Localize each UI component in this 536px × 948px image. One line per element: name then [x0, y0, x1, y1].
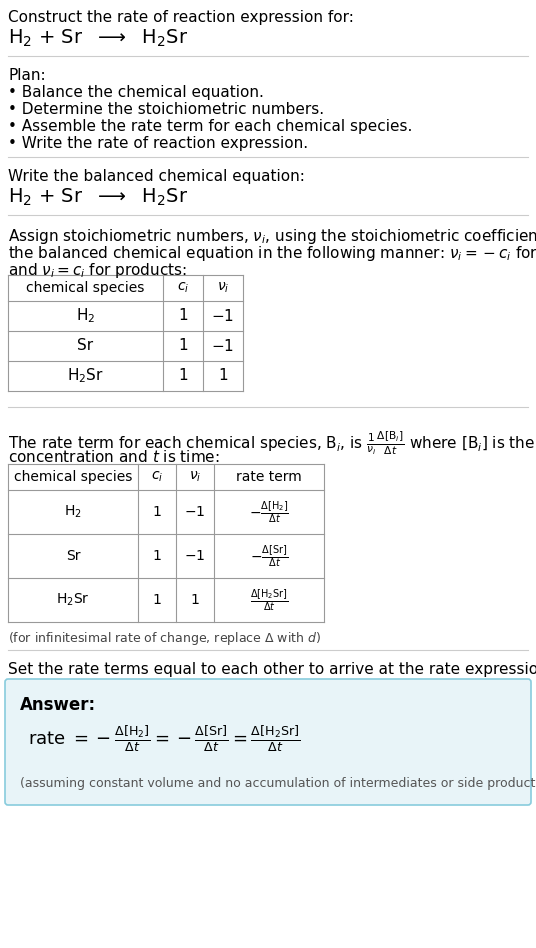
- Text: 1: 1: [218, 369, 228, 384]
- Text: 1: 1: [178, 369, 188, 384]
- Text: 1: 1: [153, 505, 161, 519]
- Text: concentration and $t$ is time:: concentration and $t$ is time:: [8, 449, 220, 465]
- Text: 1: 1: [178, 308, 188, 323]
- Text: 1: 1: [153, 549, 161, 563]
- Text: The rate term for each chemical species, B$_i$, is $\frac{1}{\nu_i}\frac{\Delta[: The rate term for each chemical species,…: [8, 429, 536, 457]
- Text: • Write the rate of reaction expression.: • Write the rate of reaction expression.: [8, 136, 308, 151]
- Text: $-\frac{\Delta[\mathrm{H_2}]}{\Delta t}$: $-\frac{\Delta[\mathrm{H_2}]}{\Delta t}$: [249, 500, 289, 525]
- Text: • Assemble the rate term for each chemical species.: • Assemble the rate term for each chemic…: [8, 119, 412, 134]
- Text: $\mathdefault{H_2}$Sr: $\mathdefault{H_2}$Sr: [56, 592, 90, 609]
- Text: $\mathdefault{H_2}$ + Sr  $\longrightarrow$  $\mathdefault{H_2}$Sr: $\mathdefault{H_2}$ + Sr $\longrightarro…: [8, 28, 188, 49]
- Text: the balanced chemical equation in the following manner: $\nu_i = -c_i$ for react: the balanced chemical equation in the fo…: [8, 244, 536, 263]
- Text: $-1$: $-1$: [184, 549, 206, 563]
- Text: $\nu_i$: $\nu_i$: [189, 470, 201, 484]
- Text: $-1$: $-1$: [212, 338, 235, 354]
- Text: • Determine the stoichiometric numbers.: • Determine the stoichiometric numbers.: [8, 102, 324, 117]
- Text: $-1$: $-1$: [184, 505, 206, 519]
- Text: $\mathdefault{H_2}$: $\mathdefault{H_2}$: [64, 503, 82, 520]
- Text: 1: 1: [178, 338, 188, 354]
- Text: $\frac{\Delta[\mathrm{H_2Sr}]}{\Delta t}$: $\frac{\Delta[\mathrm{H_2Sr}]}{\Delta t}…: [250, 587, 288, 612]
- Text: Sr: Sr: [66, 549, 80, 563]
- Text: $\mathdefault{H_2}$: $\mathdefault{H_2}$: [76, 306, 95, 325]
- Text: and $\nu_i = c_i$ for products:: and $\nu_i = c_i$ for products:: [8, 261, 187, 280]
- Text: (for infinitesimal rate of change, replace $\Delta$ with $d$): (for infinitesimal rate of change, repla…: [8, 630, 321, 647]
- Text: (assuming constant volume and no accumulation of intermediates or side products): (assuming constant volume and no accumul…: [20, 777, 536, 790]
- Text: Plan:: Plan:: [8, 68, 46, 83]
- Text: 1: 1: [153, 593, 161, 607]
- Text: $c_i$: $c_i$: [177, 281, 189, 295]
- Text: $-1$: $-1$: [212, 308, 235, 324]
- Text: • Balance the chemical equation.: • Balance the chemical equation.: [8, 85, 264, 100]
- Text: $-\frac{\Delta[\mathrm{Sr}]}{\Delta t}$: $-\frac{\Delta[\mathrm{Sr}]}{\Delta t}$: [250, 543, 288, 569]
- Text: Answer:: Answer:: [20, 696, 96, 714]
- Text: $c_i$: $c_i$: [151, 470, 163, 484]
- FancyBboxPatch shape: [5, 679, 531, 805]
- Text: $\nu_i$: $\nu_i$: [217, 281, 229, 295]
- Text: rate $= -\frac{\Delta[\mathrm{H_2}]}{\Delta t} = -\frac{\Delta[\mathrm{Sr}]}{\De: rate $= -\frac{\Delta[\mathrm{H_2}]}{\De…: [28, 724, 300, 755]
- Text: $\mathdefault{H_2}$ + Sr  $\longrightarrow$  $\mathdefault{H_2}$Sr: $\mathdefault{H_2}$ + Sr $\longrightarro…: [8, 187, 188, 209]
- Text: 1: 1: [191, 593, 199, 607]
- Text: chemical species: chemical species: [26, 281, 145, 295]
- Text: Write the balanced chemical equation:: Write the balanced chemical equation:: [8, 169, 305, 184]
- Text: Assign stoichiometric numbers, $\nu_i$, using the stoichiometric coefficients, $: Assign stoichiometric numbers, $\nu_i$, …: [8, 227, 536, 246]
- Text: Sr: Sr: [77, 338, 94, 354]
- Text: rate term: rate term: [236, 470, 302, 484]
- Text: chemical species: chemical species: [14, 470, 132, 484]
- Text: Construct the rate of reaction expression for:: Construct the rate of reaction expressio…: [8, 10, 354, 25]
- Text: Set the rate terms equal to each other to arrive at the rate expression:: Set the rate terms equal to each other t…: [8, 662, 536, 677]
- Text: $\mathdefault{H_2}$Sr: $\mathdefault{H_2}$Sr: [67, 367, 104, 385]
